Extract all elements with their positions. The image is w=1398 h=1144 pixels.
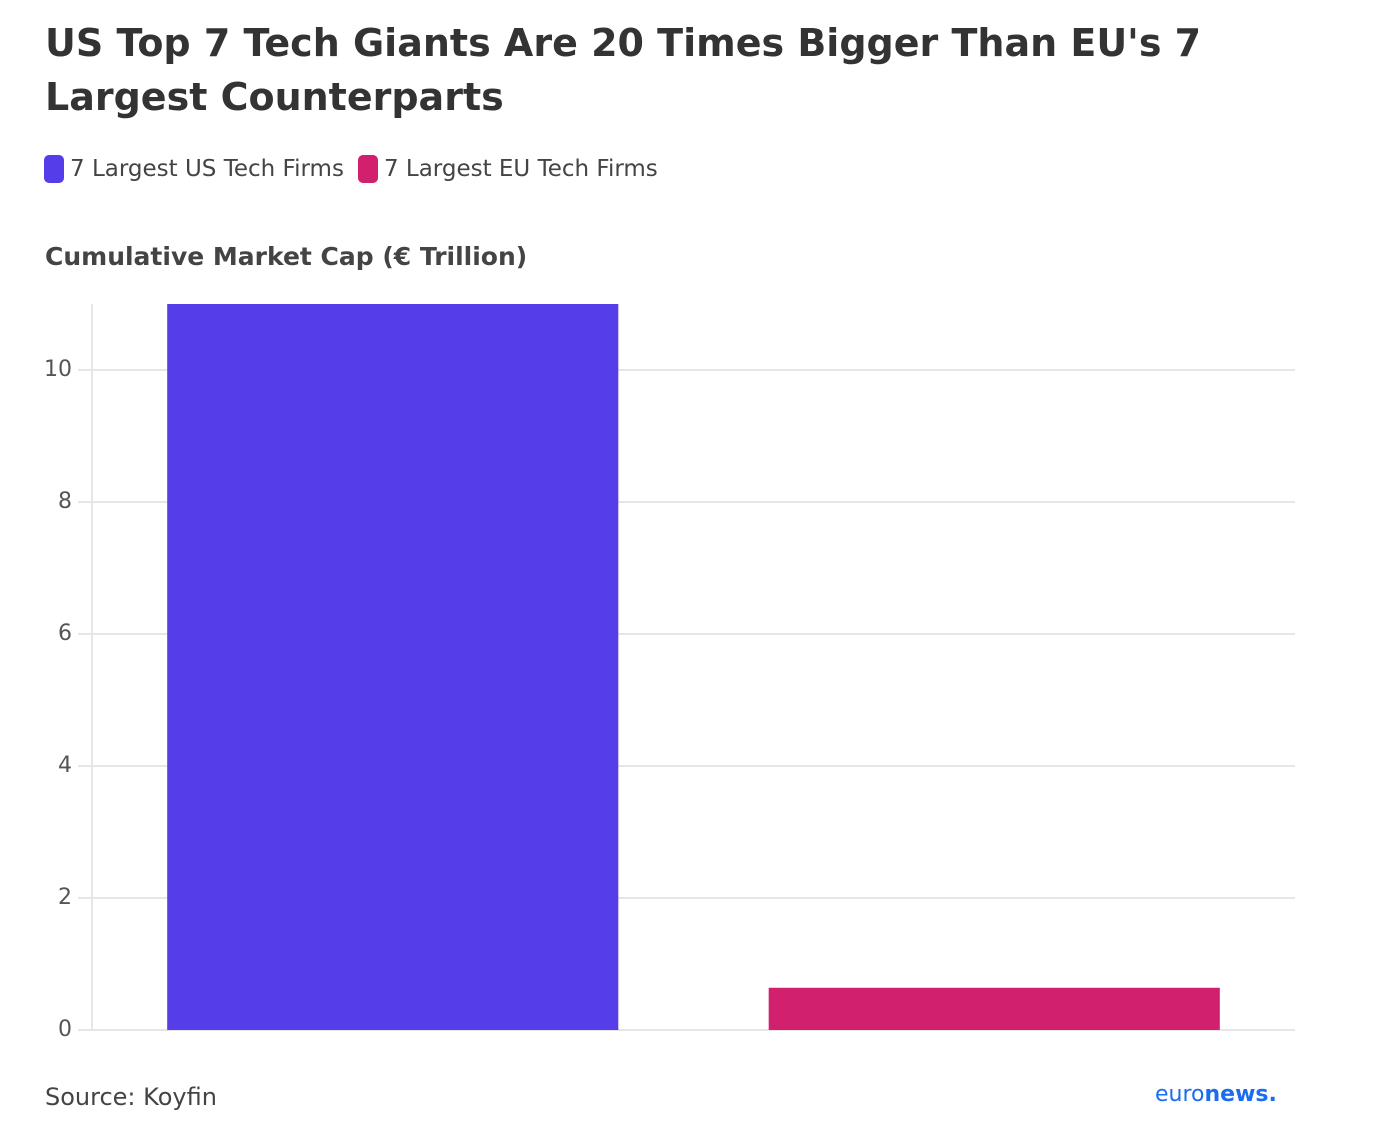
y-tick-label: 10 [44,357,72,382]
legend-item: 7 Largest US Tech Firms [44,155,344,183]
legend-swatch [44,155,64,183]
legend: 7 Largest US Tech Firms 7 Largest EU Tech… [44,155,658,183]
logo-part: euro [1155,1082,1205,1107]
y-tick-label: 8 [58,489,72,514]
bar [167,304,619,1030]
y-axis-title: Cumulative Market Cap (€ Trillion) [45,242,528,271]
y-tick-label: 6 [58,621,72,646]
y-tick-label: 4 [58,753,72,778]
y-tick-label: 2 [58,885,72,910]
legend-label: 7 Largest EU Tech Firms [383,156,658,182]
logo-part: news. [1204,1082,1277,1107]
legend-item: 7 Largest EU Tech Firms [357,155,658,183]
legend-label: 7 Largest US Tech Firms [70,156,344,182]
source: Source: Koyfin [45,1083,217,1111]
legend-swatch [357,155,378,183]
chart-title: US Top 7 Tech Giants Are 20 Times Bigger… [45,21,1202,119]
logo: euronews. [1155,1082,1277,1107]
bar [768,987,1220,1030]
y-tick-label: 0 [58,1017,72,1042]
